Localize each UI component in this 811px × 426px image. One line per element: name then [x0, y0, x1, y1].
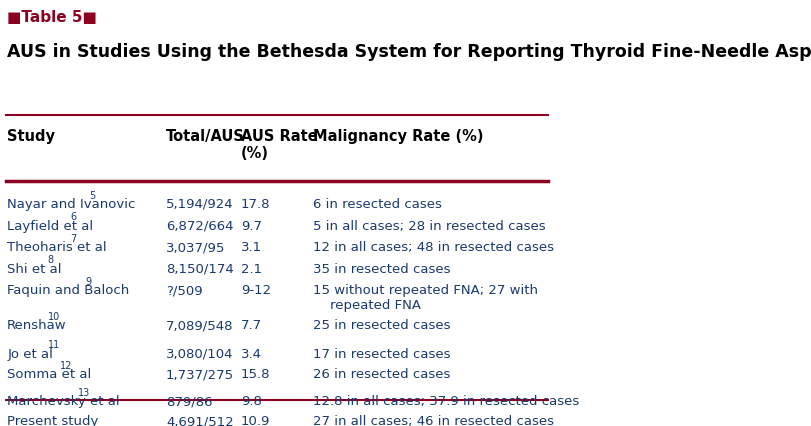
Text: 3,080/104: 3,080/104 — [165, 347, 234, 360]
Text: 10: 10 — [48, 311, 60, 321]
Text: 26 in resected cases: 26 in resected cases — [312, 367, 449, 380]
Text: 17.8: 17.8 — [240, 198, 270, 210]
Text: 3.1: 3.1 — [240, 241, 261, 253]
Text: 12: 12 — [60, 360, 72, 370]
Text: 9.7: 9.7 — [240, 219, 261, 232]
Text: 5,194/924: 5,194/924 — [165, 198, 234, 210]
Text: Faquin and Baloch: Faquin and Baloch — [7, 284, 129, 297]
Text: 8,150/174: 8,150/174 — [165, 262, 234, 275]
Text: Somma et al: Somma et al — [7, 367, 92, 380]
Text: Nayar and Ivanovic: Nayar and Ivanovic — [7, 198, 135, 210]
Text: 3,037/95: 3,037/95 — [165, 241, 225, 253]
Text: Shi et al: Shi et al — [7, 262, 62, 275]
Text: 5 in all cases; 28 in resected cases: 5 in all cases; 28 in resected cases — [312, 219, 544, 232]
Text: 9.8: 9.8 — [240, 394, 261, 407]
Text: 13: 13 — [78, 387, 90, 397]
Text: 35 in resected cases: 35 in resected cases — [312, 262, 449, 275]
Text: 2.1: 2.1 — [240, 262, 261, 275]
Text: 879/86: 879/86 — [165, 394, 212, 407]
Text: 6,872/664: 6,872/664 — [165, 219, 234, 232]
Text: 12.8 in all cases; 37.9 in resected cases: 12.8 in all cases; 37.9 in resected case… — [312, 394, 578, 407]
Text: 12 in all cases; 48 in resected cases: 12 in all cases; 48 in resected cases — [312, 241, 553, 253]
Text: Renshaw: Renshaw — [7, 318, 67, 331]
Text: 15 without repeated FNA; 27 with
    repeated FNA: 15 without repeated FNA; 27 with repeate… — [312, 284, 537, 312]
Text: 17 in resected cases: 17 in resected cases — [312, 347, 449, 360]
Text: Present study: Present study — [7, 414, 98, 426]
Text: ?/509: ?/509 — [165, 284, 203, 297]
Text: 7: 7 — [71, 233, 76, 243]
Text: 7,089/548: 7,089/548 — [165, 318, 234, 331]
Text: 6: 6 — [71, 212, 76, 222]
Text: 11: 11 — [48, 340, 60, 349]
Text: 8: 8 — [48, 255, 54, 265]
Text: 10.9: 10.9 — [240, 414, 270, 426]
Text: 6 in resected cases: 6 in resected cases — [312, 198, 441, 210]
Text: 1,737/275: 1,737/275 — [165, 367, 234, 380]
Text: Total/AUS: Total/AUS — [165, 128, 245, 143]
Text: Layfield et al: Layfield et al — [7, 219, 93, 232]
Text: Study: Study — [7, 128, 55, 143]
Text: 4,691/512: 4,691/512 — [165, 414, 234, 426]
Text: Theoharis et al: Theoharis et al — [7, 241, 107, 253]
Text: ■Table 5■: ■Table 5■ — [7, 10, 97, 25]
Text: Malignancy Rate (%): Malignancy Rate (%) — [312, 128, 483, 143]
Text: 5: 5 — [89, 190, 95, 200]
Text: 27 in all cases; 46 in resected cases: 27 in all cases; 46 in resected cases — [312, 414, 553, 426]
Text: AUS in Studies Using the Bethesda System for Reporting Thyroid Fine-Needle Aspir: AUS in Studies Using the Bethesda System… — [7, 43, 811, 61]
Text: 3.4: 3.4 — [240, 347, 261, 360]
Text: Marchevsky et al: Marchevsky et al — [7, 394, 120, 407]
Text: AUS Rate
(%): AUS Rate (%) — [240, 128, 317, 161]
Text: 25 in resected cases: 25 in resected cases — [312, 318, 449, 331]
Text: 9-12: 9-12 — [240, 284, 270, 297]
Text: 7.7: 7.7 — [240, 318, 261, 331]
Text: Jo et al: Jo et al — [7, 347, 53, 360]
Text: 15.8: 15.8 — [240, 367, 270, 380]
Text: 9: 9 — [86, 276, 92, 286]
